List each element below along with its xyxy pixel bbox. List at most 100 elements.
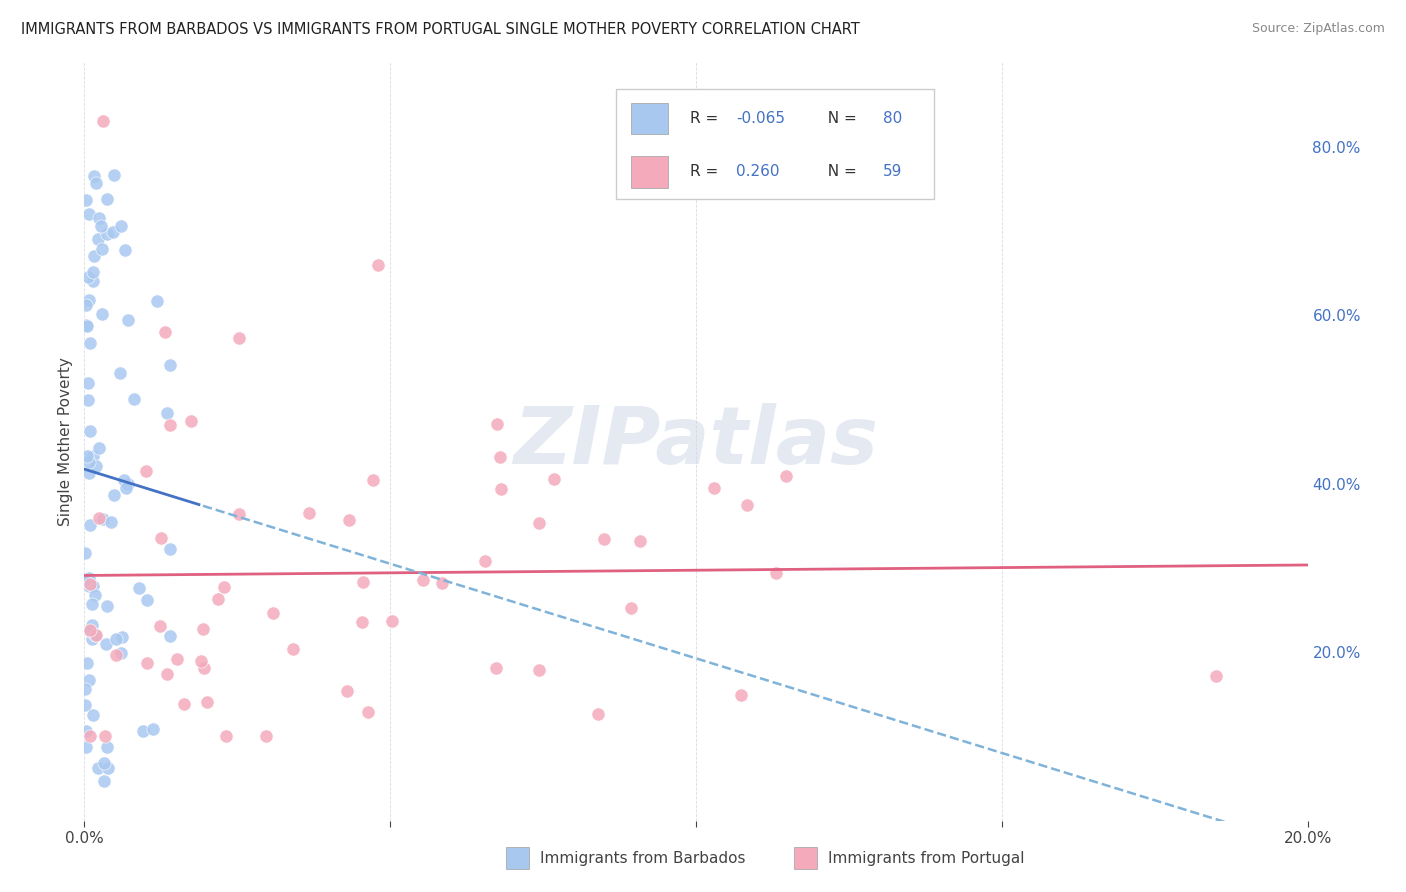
Text: N =: N = [818,111,862,126]
Point [159,358,181,372]
Point [357,705,380,719]
Point [281,642,304,657]
Point [117,477,139,491]
Point [103,488,125,502]
Point [76,450,98,464]
Point [96,740,118,755]
Point [75,193,97,207]
Point [77,393,100,408]
Text: ZIPatlas: ZIPatlas [513,402,879,481]
Point [193,661,215,675]
Point [84,458,107,473]
Point [91,512,114,526]
Point [156,667,179,681]
Point [82,579,104,593]
Point [228,507,250,521]
Point [79,624,101,639]
Point [77,571,100,585]
Text: Source: ZipAtlas.com: Source: ZipAtlas.com [1251,22,1385,36]
Point [586,706,609,721]
Point [79,466,101,480]
Text: 80: 80 [883,111,903,126]
Point [77,579,100,593]
Point [430,576,453,591]
Text: Immigrants from Barbados: Immigrants from Barbados [540,851,745,865]
Point [135,464,157,478]
Point [135,656,157,670]
Point [101,226,124,240]
Point [90,219,112,234]
FancyBboxPatch shape [631,156,668,187]
Text: R =: R = [690,164,723,179]
Point [620,601,643,615]
Point [132,724,155,739]
Point [485,661,508,675]
Point [367,258,389,272]
Point [735,498,758,512]
Point [110,647,132,661]
Point [76,318,98,333]
Point [149,619,172,633]
Point [153,325,176,339]
Point [122,392,145,406]
Point [91,307,114,321]
Point [84,628,107,642]
Point [93,774,115,789]
Point [228,331,250,345]
Text: N =: N = [818,164,862,179]
Point [86,176,108,190]
Point [527,663,550,677]
Point [75,318,97,332]
FancyBboxPatch shape [616,89,935,199]
Point [159,542,181,557]
Point [73,698,96,712]
Point [112,473,135,487]
FancyBboxPatch shape [631,103,668,135]
Point [75,574,97,588]
Point [96,227,118,241]
Point [80,632,103,647]
Point [381,614,404,628]
Point [104,648,127,662]
Point [96,760,118,774]
Point [105,632,128,647]
Point [96,637,118,651]
Point [215,730,238,744]
Point [474,554,496,568]
Point [703,481,725,495]
Point [83,249,105,263]
Point [83,169,105,184]
Point [77,673,100,687]
Point [79,424,101,438]
Point [128,581,150,595]
Point [628,534,651,549]
Point [207,592,229,607]
Point [254,730,277,744]
Point [89,211,111,226]
Point [114,482,136,496]
Text: IMMIGRANTS FROM BARBADOS VS IMMIGRANTS FROM PORTUGAL SINGLE MOTHER POVERTY CORRE: IMMIGRANTS FROM BARBADOS VS IMMIGRANTS F… [21,22,860,37]
Point [336,683,359,698]
Point [75,298,97,312]
Point [135,592,157,607]
Point [142,722,165,736]
Point [298,506,321,520]
Point [94,730,117,744]
Point [486,417,509,431]
Point [592,532,614,546]
Point [361,473,384,487]
Point [195,695,218,709]
Point [117,313,139,327]
Point [173,697,195,711]
Text: R =: R = [690,111,723,126]
Point [352,615,374,629]
Point [339,513,361,527]
Point [111,630,134,644]
Point [146,293,169,308]
Point [543,471,565,485]
Point [75,740,97,755]
Point [156,406,179,420]
Point [262,606,284,620]
Point [79,455,101,469]
Point [87,761,110,775]
